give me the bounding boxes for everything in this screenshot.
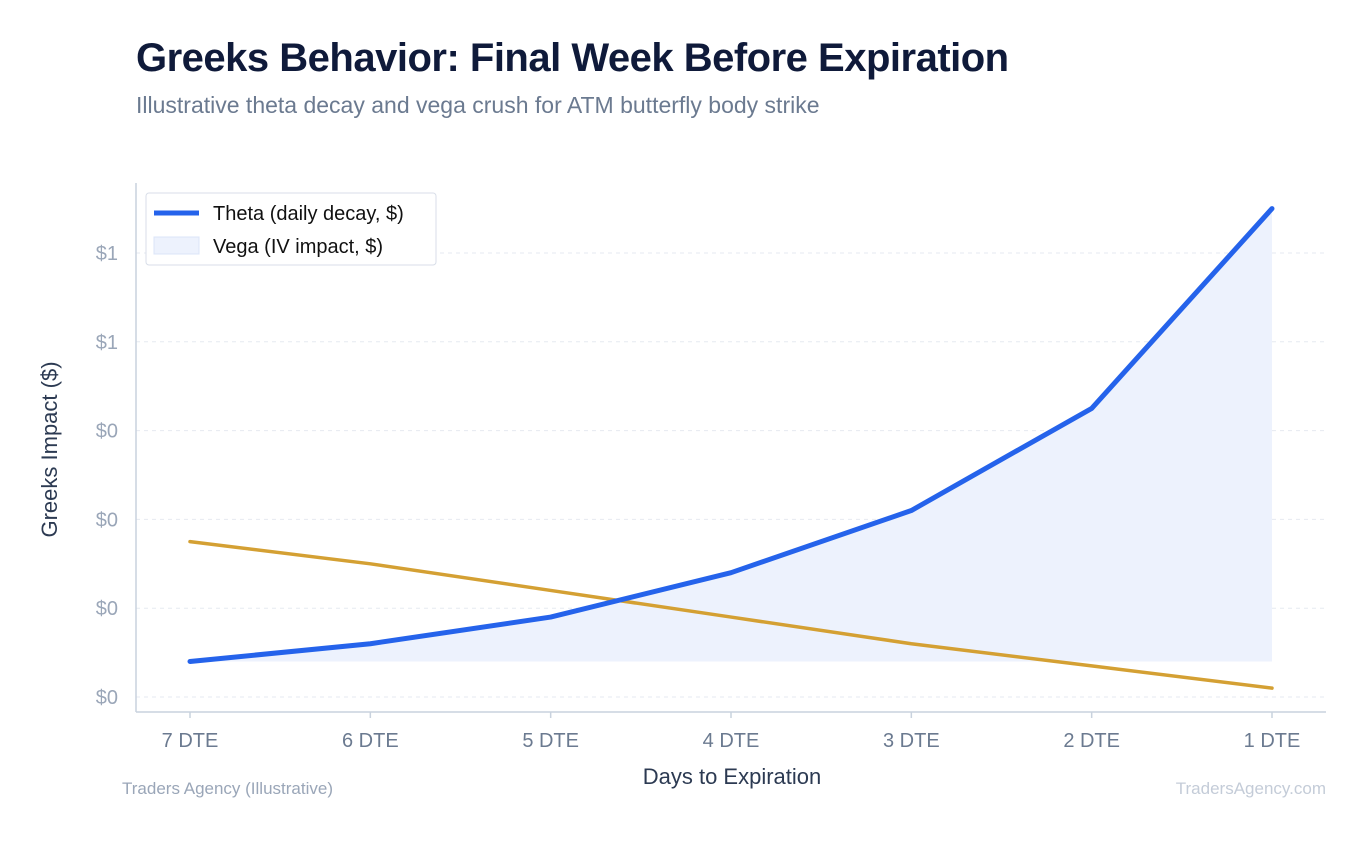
- y-tick-label: $0: [96, 598, 118, 620]
- legend-theta-label: Theta (daily decay, $): [213, 203, 404, 225]
- theta-area-fill: [190, 208, 1272, 662]
- theta-series-line: [187, 206, 1275, 664]
- x-tick-label: 2 DTE: [1063, 730, 1120, 752]
- legend-box: [145, 192, 437, 266]
- legend-vega-label: Vega (IV impact, $): [213, 236, 383, 258]
- y-tick-label: $0: [96, 421, 118, 443]
- y-axis-title: Greeks Impact ($): [37, 361, 62, 537]
- x-tick-label: 7 DTE: [162, 730, 219, 752]
- y-tick-label: $1: [96, 332, 118, 354]
- vega-series-line: [188, 539, 1274, 690]
- y-tick-label: $1: [96, 243, 118, 265]
- x-tick-label: 1 DTE: [1244, 730, 1301, 752]
- y-tick-label: $0: [96, 509, 118, 531]
- x-tick-label: 3 DTE: [883, 730, 940, 752]
- chart-title: Greeks Behavior: Final Week Before Expir…: [136, 36, 1009, 80]
- x-tick-label: 6 DTE: [342, 730, 399, 752]
- legend-vega-swatch: [153, 236, 200, 255]
- site-watermark: TradersAgency.com: [1175, 779, 1326, 798]
- x-tick-label: 4 DTE: [703, 730, 760, 752]
- chart-subtitle: Illustrative theta decay and vega crush …: [136, 92, 820, 118]
- source-credit: Traders Agency (Illustrative): [122, 779, 333, 798]
- y-tick-label: $0: [96, 687, 118, 709]
- x-tick-label: 5 DTE: [522, 730, 579, 752]
- x-axis-title: Days to Expiration: [643, 764, 822, 789]
